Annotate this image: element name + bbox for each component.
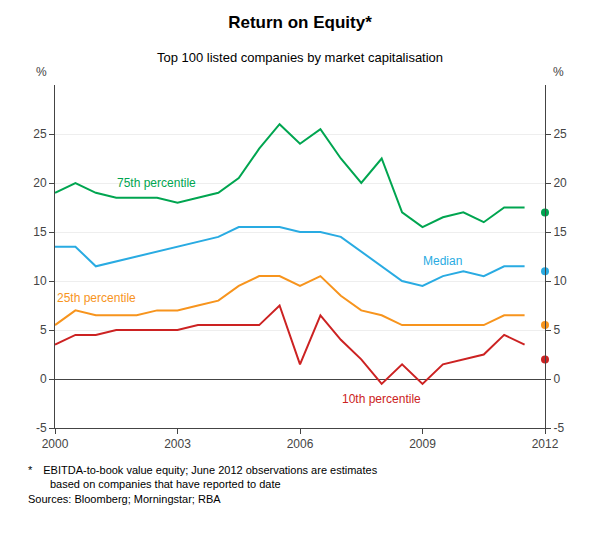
svg-text:10: 10	[553, 274, 567, 288]
svg-text:15: 15	[553, 225, 567, 239]
svg-text:25: 25	[553, 127, 567, 141]
svg-text:Median: Median	[423, 254, 462, 268]
svg-text:0: 0	[553, 372, 560, 386]
svg-text:20: 20	[33, 176, 47, 190]
svg-text:75th percentile: 75th percentile	[117, 176, 196, 190]
svg-text:10: 10	[33, 274, 47, 288]
svg-text:%: %	[553, 65, 564, 79]
svg-text:%: %	[36, 65, 47, 79]
svg-text:25th percentile: 25th percentile	[57, 291, 136, 305]
svg-text:2012: 2012	[532, 437, 559, 451]
svg-text:10th percentile: 10th percentile	[342, 392, 421, 406]
svg-text:2000: 2000	[42, 437, 69, 451]
svg-text:-5: -5	[36, 421, 47, 435]
svg-text:2009: 2009	[409, 437, 436, 451]
svg-text:5: 5	[40, 323, 47, 337]
svg-text:0: 0	[40, 372, 47, 386]
svg-text:25: 25	[33, 127, 47, 141]
svg-text:* EBITDA-to-book value equity;: * EBITDA-to-book value equity; June 2012…	[28, 464, 378, 505]
svg-text:-5: -5	[553, 421, 564, 435]
svg-text:5: 5	[553, 323, 560, 337]
svg-text:Return on Equity*: Return on Equity*	[228, 13, 372, 32]
svg-text:20: 20	[553, 176, 567, 190]
svg-text:Top 100 listed companies by ma: Top 100 listed companies by market capit…	[157, 50, 443, 65]
svg-text:2003: 2003	[164, 437, 191, 451]
svg-text:15: 15	[33, 225, 47, 239]
svg-text:2006: 2006	[287, 437, 314, 451]
